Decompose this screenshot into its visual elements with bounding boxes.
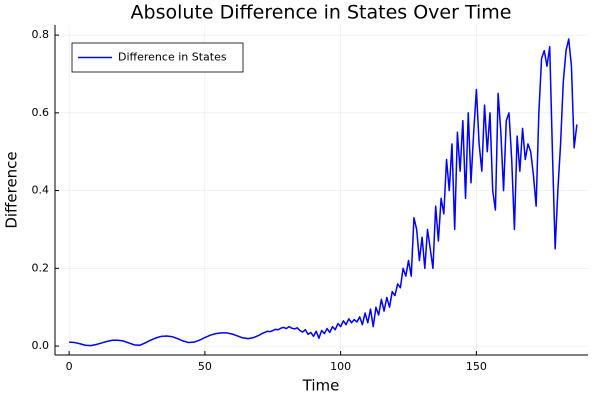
y-axis-label: Difference	[3, 151, 21, 228]
chart-title: Absolute Difference in States Over Time	[131, 2, 512, 24]
y-tick-label: 0.0	[32, 339, 50, 352]
legend-label: Difference in States	[118, 51, 227, 64]
y-tick-label: 0.2	[32, 261, 50, 274]
y-tick-label: 0.8	[32, 28, 50, 41]
x-tick-label: 50	[198, 360, 212, 373]
y-tick-label: 0.6	[32, 106, 50, 119]
data-line	[69, 38, 578, 347]
x-tick-label: 150	[466, 360, 487, 373]
y-tick-label: 0.4	[32, 184, 50, 197]
x-axis-label: Time	[302, 377, 340, 395]
x-tick-label: 0	[66, 360, 73, 373]
x-tick-label: 100	[330, 360, 351, 373]
